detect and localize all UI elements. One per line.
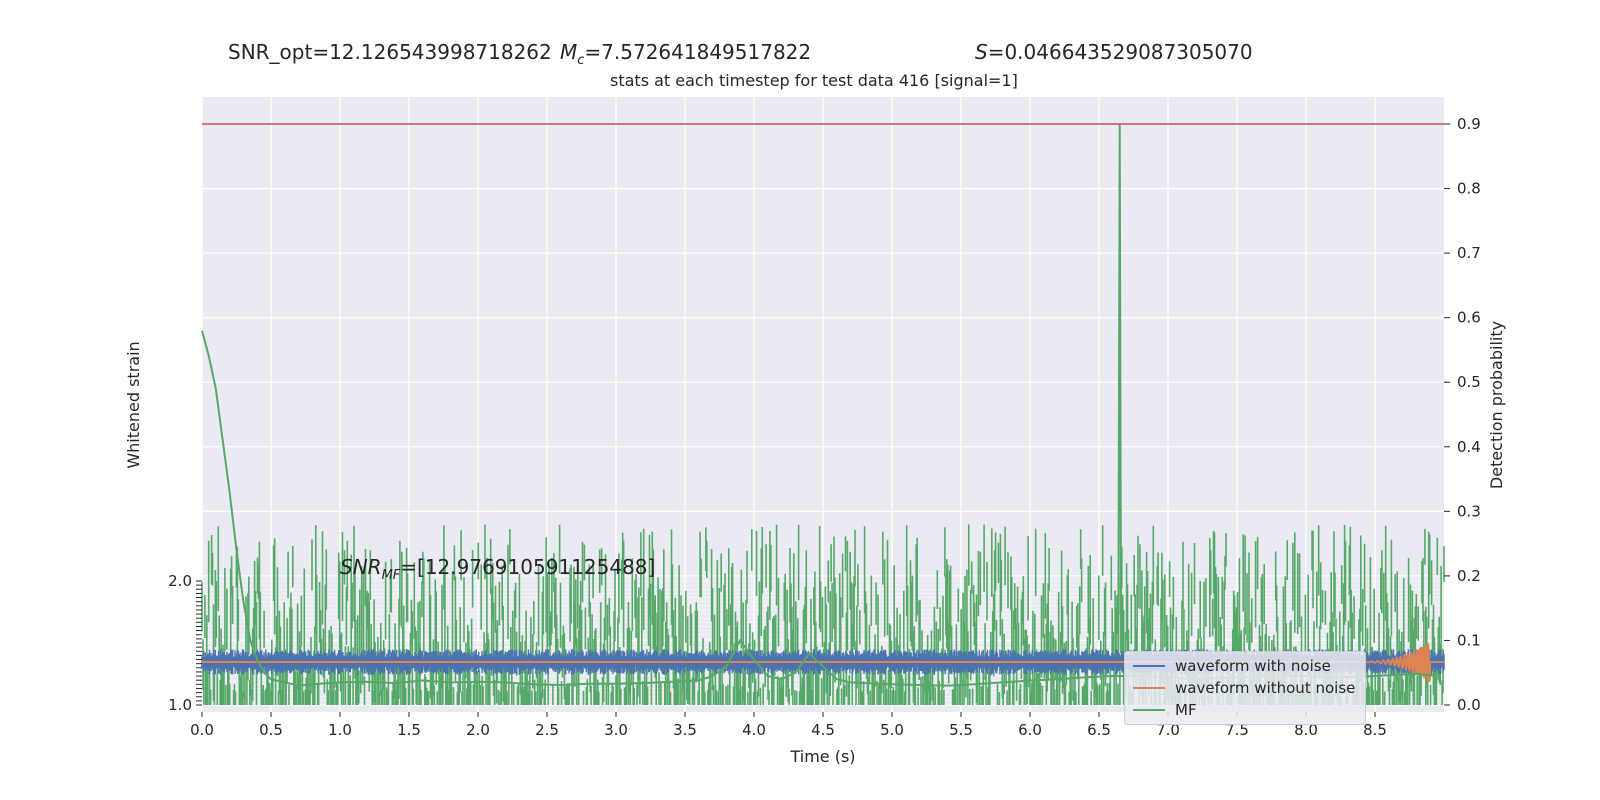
right-y-axis-ticks: 0.0 0.1 0.2 0.3 0.4 0.5 0.6 0.7 0.8 0.9 [1444,115,1481,714]
chirp-mass-label: Mc=7.572641849517822 [560,40,811,68]
x-tick-label: 3.0 [604,721,628,739]
right-y-tick-label: 0.6 [1457,309,1481,327]
x-tick-label: 3.5 [673,721,697,739]
legend-swatch-mf [1133,709,1165,711]
right-y-tick-label: 0.9 [1457,115,1481,133]
chart-title: stats at each timestep for test data 416… [610,71,1018,90]
x-tick-label: 7.0 [1156,721,1180,739]
x-tick-label: 7.5 [1225,721,1249,739]
left-y-axis-label: Whitened strain [124,341,143,468]
x-tick-label: 8.0 [1294,721,1318,739]
x-tick-label: 6.5 [1087,721,1111,739]
left-y-tick-label: 2.0 [168,572,192,590]
x-tick-label: 0.0 [190,721,214,739]
mf-snr-symbol: SNR [340,555,382,579]
snr-opt-label: SNR_opt=12.126543998718262 [228,40,552,64]
right-y-tick-label: 0.8 [1457,180,1481,198]
legend-label-clean: waveform without noise [1175,679,1356,697]
right-y-tick-label: 0.7 [1457,244,1481,262]
legend-swatch-noise [1133,665,1165,667]
chirp-mass-symbol: M [560,40,578,64]
s-value: =0.046643529087305070 [987,40,1253,64]
legend-item-noise: waveform with noise [1133,655,1331,677]
x-tick-label: 8.5 [1363,721,1387,739]
x-tick-label: 0.5 [259,721,283,739]
right-y-tick-label: 0.3 [1457,502,1481,520]
legend-label-noise: waveform with noise [1175,657,1331,675]
legend-swatch-clean [1133,687,1165,689]
right-y-tick-label: 0.1 [1457,631,1481,649]
s-symbol: S [975,40,988,64]
mf-snr-value: =[12.976910591125488] [400,555,656,579]
chirp-mass-value: =7.572641849517822 [584,40,812,64]
legend-item-clean: waveform without noise [1133,677,1355,699]
right-y-tick-label: 0.5 [1457,373,1481,391]
x-tick-label: 4.5 [811,721,835,739]
x-tick-label: 6.0 [1018,721,1042,739]
x-tick-label: 1.0 [328,721,352,739]
left-y-axis-ticks: 2.0 1.0 [168,572,202,714]
x-axis-ticks: 0.0 0.5 1.0 1.5 2.0 2.5 3.0 3.5 4.0 4.5 5.0 5.5 6.0 6… [190,712,1387,739]
mf-snr-subscript: MF [381,568,401,583]
x-axis-label: Time (s) [789,747,855,766]
mf-snr-label: SNRMF=[12.976910591125488] [340,555,655,583]
x-tick-label: 2.0 [466,721,490,739]
chirp-mass-subscript: c [577,53,585,68]
x-tick-label: 2.5 [535,721,559,739]
right-y-axis-label: Detection probability [1487,321,1506,489]
right-y-tick-label: 0.0 [1457,696,1481,714]
right-y-tick-label: 0.2 [1457,567,1481,585]
right-y-tick-label: 0.4 [1457,438,1481,456]
left-y-tick-label: 1.0 [168,696,192,714]
x-tick-label: 5.5 [949,721,973,739]
x-tick-label: 1.5 [397,721,421,739]
legend-item-mf: MF [1133,699,1197,721]
legend-label-mf: MF [1175,701,1197,719]
x-tick-label: 4.0 [742,721,766,739]
x-tick-label: 5.0 [880,721,904,739]
legend: waveform with noise waveform without noi… [1124,651,1366,725]
s-statistic-label: S=0.046643529087305070 [975,40,1253,64]
